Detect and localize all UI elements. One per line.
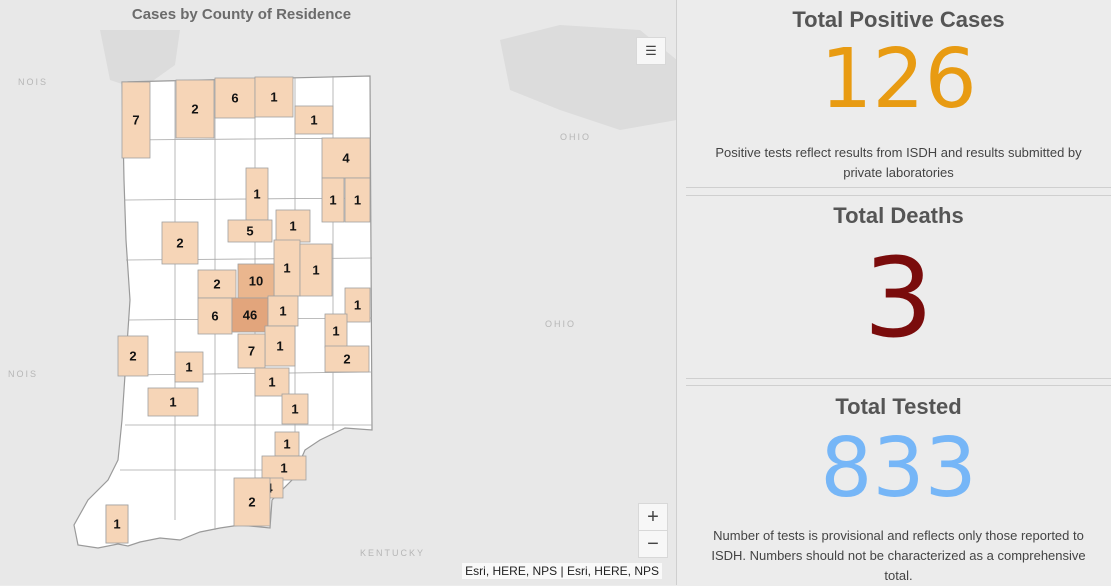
- county-case-label: 1: [354, 297, 361, 312]
- tested-card: Total Tested 833 Number of tests is prov…: [686, 385, 1111, 585]
- county-case-label: 2: [248, 494, 255, 509]
- county-case-label: 7: [248, 343, 255, 358]
- zoom-out-button[interactable]: −: [638, 530, 668, 558]
- county-case-label: 6: [211, 308, 218, 323]
- county-shape[interactable]: [321, 137, 371, 179]
- basemap-label-ohio-south: OHIO: [545, 319, 576, 329]
- tested-value: 833: [820, 421, 977, 516]
- county-shape[interactable]: [105, 504, 129, 544]
- county-case-label: 5: [246, 223, 253, 238]
- county-shape[interactable]: [321, 177, 345, 223]
- county-case-label: 1: [279, 303, 286, 318]
- county-shape[interactable]: [147, 387, 199, 417]
- county-case-label: 1: [276, 338, 283, 353]
- map-title: Cases by County of Residence: [131, 6, 352, 23]
- county-case-label: 1: [312, 262, 319, 277]
- county-shape[interactable]: [254, 76, 294, 118]
- county-case-label: 1: [283, 436, 290, 451]
- positive-cases-title: Total Positive Cases: [792, 7, 1005, 32]
- county-shape[interactable]: [174, 351, 204, 383]
- county-case-label: 2: [191, 101, 198, 116]
- county-case-label: 7: [132, 112, 139, 127]
- deaths-card: Total Deaths 3: [686, 195, 1111, 379]
- county-shape[interactable]: [254, 367, 290, 397]
- county-case-label: 4: [342, 150, 350, 165]
- county-shape[interactable]: [227, 219, 273, 243]
- county-case-label: 1: [169, 394, 176, 409]
- deaths-title: Total Deaths: [833, 203, 964, 228]
- county-shape[interactable]: [281, 393, 309, 425]
- basemap-label-illinois-south: NOIS: [8, 369, 38, 379]
- lake-erie-shape: [500, 25, 676, 130]
- county-case-label: 1: [113, 516, 120, 531]
- county-shape[interactable]: [344, 177, 371, 223]
- county-shape[interactable]: [275, 209, 311, 243]
- zoom-in-button[interactable]: +: [638, 503, 668, 531]
- county-case-label: 1: [332, 323, 339, 338]
- county-case-label: 2: [213, 276, 220, 291]
- county-case-label: 1: [270, 89, 277, 104]
- county-case-label: 1: [354, 192, 361, 207]
- county-shape[interactable]: [237, 333, 266, 369]
- county-case-label: 1: [329, 192, 336, 207]
- county-layer: 7261141111251111026461112712111114211: [105, 76, 371, 544]
- county-shape[interactable]: [121, 81, 151, 159]
- county-case-label: 2: [176, 235, 183, 250]
- county-case-label: 1: [185, 359, 192, 374]
- county-shape[interactable]: [299, 243, 333, 297]
- county-case-label: 1: [310, 112, 317, 127]
- county-case-label: 10: [249, 273, 263, 288]
- county-case-label: 1: [253, 186, 260, 201]
- county-shape[interactable]: [197, 297, 233, 335]
- county-shape[interactable]: [261, 455, 307, 481]
- county-case-label: 1: [268, 374, 275, 389]
- county-shape[interactable]: [231, 297, 269, 333]
- county-case-label: 2: [129, 348, 136, 363]
- positive-cases-value: 126: [820, 32, 977, 127]
- basemap-label-illinois-north: NOIS: [18, 77, 48, 87]
- basemap-label-ohio-north: OHIO: [560, 132, 591, 142]
- positive-cases-note: Positive tests reflect results from ISDH…: [715, 145, 1082, 180]
- county-case-label: 6: [231, 90, 238, 105]
- county-shape[interactable]: [175, 79, 215, 139]
- legend-button[interactable]: ☰: [636, 37, 666, 65]
- list-icon: ☰: [645, 43, 657, 58]
- county-shape[interactable]: [324, 345, 370, 373]
- county-shape[interactable]: [344, 287, 371, 323]
- basemap-label-kentucky: KENTUCKY: [360, 548, 425, 558]
- county-shape[interactable]: [237, 263, 275, 299]
- county-shape[interactable]: [264, 325, 296, 367]
- county-case-label: 1: [280, 460, 287, 475]
- county-case-label: 1: [283, 260, 290, 275]
- deaths-value: 3: [863, 234, 934, 362]
- county-shape[interactable]: [267, 295, 299, 327]
- map-attribution: Esri, HERE, NPS | Esri, HERE, NPS: [462, 563, 662, 579]
- county-case-label: 46: [243, 307, 257, 322]
- county-shape[interactable]: [117, 335, 149, 377]
- county-shape[interactable]: [294, 105, 334, 135]
- tested-title: Total Tested: [835, 394, 962, 419]
- county-shape[interactable]: [214, 77, 256, 119]
- tested-note: Number of tests is provisional and refle…: [711, 528, 1086, 583]
- county-shape[interactable]: [233, 477, 271, 527]
- county-shape[interactable]: [274, 431, 300, 457]
- positive-cases-card: Total Positive Cases 126 Positive tests …: [686, 0, 1111, 188]
- county-case-label: 1: [291, 401, 298, 416]
- county-case-label: 2: [343, 351, 350, 366]
- county-shape[interactable]: [161, 221, 199, 265]
- county-shape[interactable]: [197, 269, 237, 299]
- county-case-label: 1: [289, 218, 296, 233]
- lake-michigan-shape: [100, 30, 180, 90]
